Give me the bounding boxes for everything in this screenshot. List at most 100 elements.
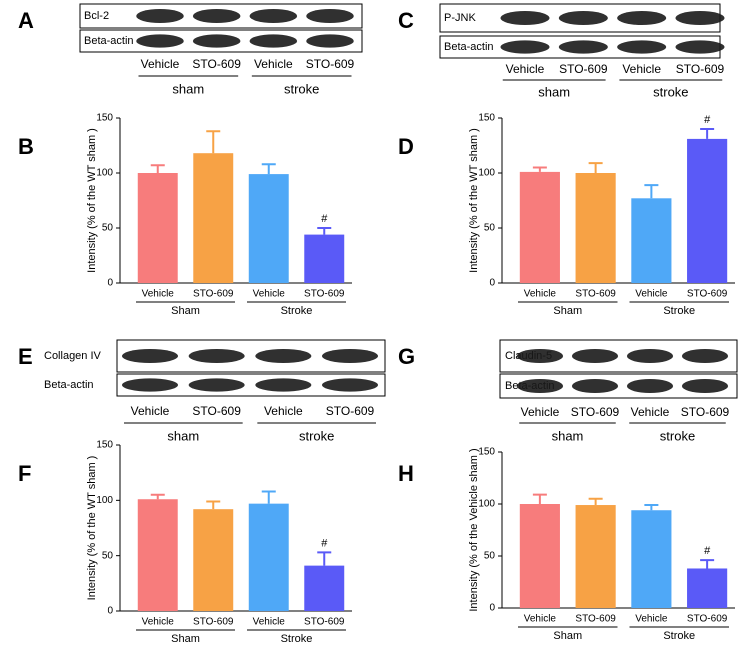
lane-label: STO-609 <box>192 57 241 71</box>
bar <box>304 565 345 611</box>
y-tick-label: 0 <box>107 278 113 289</box>
error-bar <box>532 493 547 504</box>
significance-marker: # <box>321 537 328 549</box>
y-tick-label: 0 <box>489 278 495 289</box>
lane-label: Vehicle <box>506 62 545 76</box>
blot-band <box>675 11 725 25</box>
bar <box>575 505 616 608</box>
y-tick-label: 50 <box>484 223 496 234</box>
x-tick-label: Vehicle <box>253 289 286 300</box>
x-tick-label: STO-609 <box>193 617 234 628</box>
group-label: sham <box>538 84 570 99</box>
blot-band <box>136 34 184 48</box>
y-tick-label: 0 <box>489 603 495 614</box>
band-label: Beta-actin <box>444 41 494 53</box>
blot-band <box>571 379 619 393</box>
blot-band <box>249 34 298 48</box>
lane-label: STO-609 <box>681 405 730 419</box>
band-label: P-JNK <box>444 12 476 24</box>
blot-band <box>322 349 378 363</box>
blot-band <box>188 378 245 392</box>
band-label: Bcl-2 <box>84 10 109 22</box>
error-bar <box>261 163 276 175</box>
group-label: sham <box>552 428 584 443</box>
x-tick-label: STO-609 <box>304 289 345 300</box>
blot-band <box>626 349 674 363</box>
significance-marker: # <box>704 545 711 557</box>
bar <box>193 509 234 611</box>
x-tick-label: STO-609 <box>687 289 728 300</box>
y-axis-label: Intensity (% of the Vehicle sham ) <box>468 448 480 611</box>
error-bar <box>150 164 165 173</box>
lane-label: Vehicle <box>141 57 180 71</box>
error-bar <box>261 490 276 504</box>
y-tick-label: 0 <box>107 606 113 617</box>
group-label: stroke <box>660 428 695 443</box>
blot-band <box>516 379 564 393</box>
lane-label: Vehicle <box>631 405 670 419</box>
blot-band <box>675 40 725 54</box>
bar <box>631 510 672 608</box>
y-tick-label: 50 <box>102 550 114 561</box>
x-tick-label: Vehicle <box>524 614 557 625</box>
x-tick-label: STO-609 <box>193 289 234 300</box>
blot-band <box>500 11 550 25</box>
y-tick-label: 150 <box>96 440 113 451</box>
x-tick-label: Vehicle <box>524 289 557 300</box>
blot-band <box>192 34 241 48</box>
error-bar <box>317 227 332 235</box>
bar <box>687 568 728 608</box>
error-bar <box>532 166 547 172</box>
blot-band <box>122 349 178 363</box>
bar <box>137 173 178 283</box>
x-tick-label: Vehicle <box>635 289 668 300</box>
group-label: Stroke <box>663 305 695 317</box>
x-tick-label: Vehicle <box>635 614 668 625</box>
bar <box>519 171 560 283</box>
blot-band <box>306 34 354 48</box>
lane-label: STO-609 <box>559 62 608 76</box>
y-tick-label: 150 <box>478 447 495 458</box>
blot-band <box>322 378 378 392</box>
y-tick-label: 50 <box>102 223 114 234</box>
bar <box>631 198 672 283</box>
panel-letter: A <box>18 8 34 33</box>
blot-band <box>255 378 312 392</box>
blot-band <box>500 40 550 54</box>
x-tick-label: Vehicle <box>142 617 175 628</box>
x-tick-label: Vehicle <box>142 289 175 300</box>
x-tick-label: Vehicle <box>253 617 286 628</box>
y-tick-label: 150 <box>478 113 495 124</box>
band-label: Beta-actin <box>84 35 134 47</box>
band-label: Beta-actin <box>44 379 94 391</box>
panel-letter: D <box>398 134 414 159</box>
blot-band <box>192 9 241 23</box>
y-tick-label: 100 <box>96 168 113 179</box>
error-bar <box>150 493 165 500</box>
x-tick-label: STO-609 <box>575 289 616 300</box>
error-bar <box>206 130 221 154</box>
band-label: Collagen IV <box>44 350 102 362</box>
bar <box>519 504 560 608</box>
lane-label: STO-609 <box>326 404 375 418</box>
group-label: Sham <box>553 305 582 317</box>
y-tick-label: 100 <box>96 495 113 506</box>
bar <box>575 173 616 283</box>
bar <box>193 153 234 283</box>
bar <box>304 234 345 283</box>
blot-band <box>558 11 608 25</box>
group-label: Sham <box>553 630 582 642</box>
group-label: Stroke <box>663 630 695 642</box>
bar <box>687 138 728 283</box>
blot-band <box>571 349 619 363</box>
blot-band <box>681 349 729 363</box>
error-bar <box>700 559 715 569</box>
blot-band <box>558 40 608 54</box>
group-label: sham <box>167 428 199 443</box>
panel-letter: G <box>398 344 415 369</box>
error-bar <box>588 162 603 173</box>
lane-label: STO-609 <box>306 57 355 71</box>
bar <box>137 499 178 611</box>
lane-label: STO-609 <box>571 405 620 419</box>
